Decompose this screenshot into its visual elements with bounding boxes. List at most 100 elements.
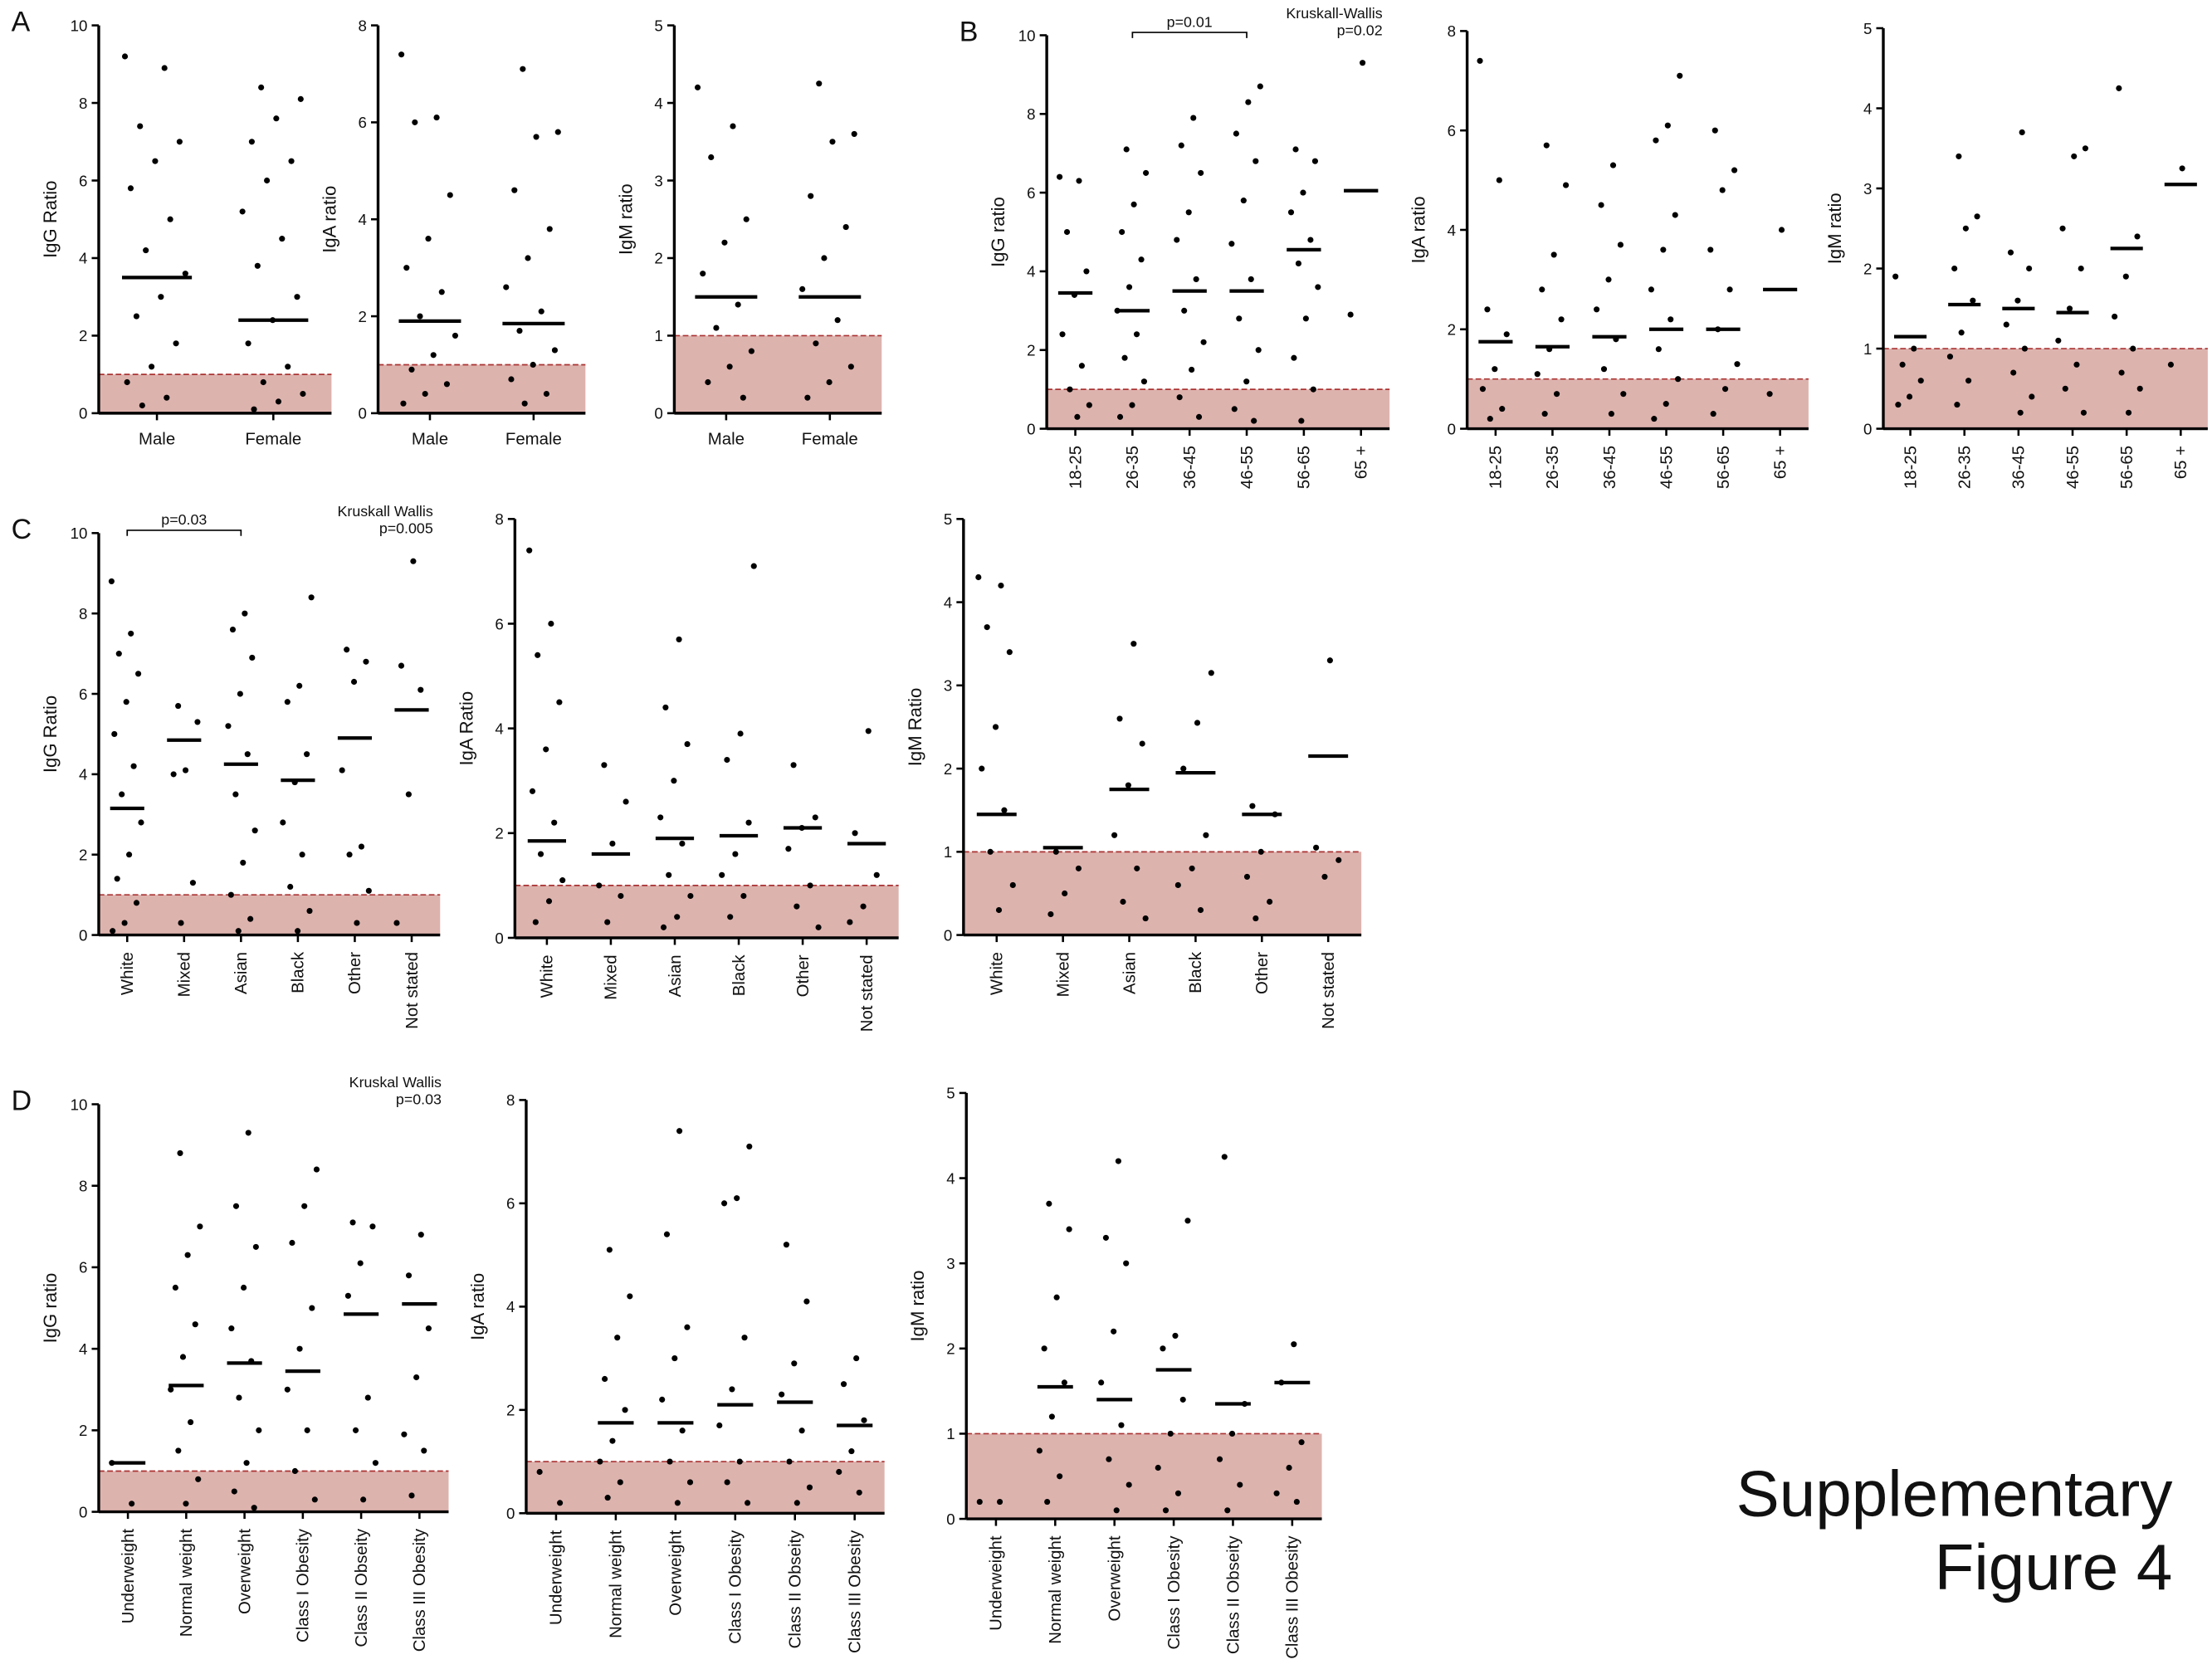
data-point — [1106, 1456, 1112, 1462]
data-point — [1113, 1507, 1120, 1514]
data-point — [177, 1149, 183, 1157]
y-tick-label: 2 — [79, 327, 87, 344]
x-tick-label: Mixed — [603, 954, 621, 999]
data-point — [1956, 153, 1962, 159]
y-tick-label: 6 — [495, 615, 503, 632]
data-point — [1245, 99, 1252, 105]
data-point — [364, 1394, 371, 1401]
data-point — [1267, 898, 1273, 905]
data-point — [1044, 1498, 1051, 1506]
x-tick-label: 18-25 — [1487, 446, 1506, 489]
y-tick-label: 1 — [946, 1425, 955, 1442]
panel-chart: 0 2 4 6 8 IgA ratio Male Female — [320, 17, 586, 448]
data-point — [413, 1374, 420, 1381]
data-point — [995, 906, 1003, 914]
data-point — [295, 928, 301, 935]
data-point — [546, 226, 553, 232]
data-point — [1052, 848, 1059, 855]
data-point — [720, 1200, 728, 1207]
data-point — [975, 573, 982, 581]
data-point — [2125, 409, 2132, 416]
data-point — [533, 134, 540, 140]
data-point — [821, 255, 828, 261]
data-point — [1487, 416, 1493, 422]
data-point — [1123, 146, 1130, 153]
data-point — [192, 1321, 198, 1328]
data-point — [734, 1195, 740, 1202]
x-tick-label: 65 + — [1353, 446, 1371, 479]
data-point — [2118, 369, 2125, 376]
x-tick-label: Normal weight — [178, 1529, 196, 1637]
x-tick-label: Not stated — [1320, 952, 1338, 1029]
data-point — [1041, 1345, 1047, 1352]
data-point — [556, 699, 563, 705]
data-point — [288, 158, 295, 164]
data-point — [1660, 246, 1667, 253]
data-point — [256, 1427, 262, 1433]
data-point — [520, 66, 526, 72]
y-tick-label: 6 — [79, 172, 87, 189]
data-point — [984, 624, 990, 631]
data-point — [1326, 657, 1333, 664]
data-point — [1180, 765, 1187, 772]
data-point — [1710, 411, 1716, 417]
data-point — [601, 762, 608, 769]
data-point — [687, 892, 694, 900]
x-tick-label: 56-65 — [1296, 446, 1314, 489]
data-point — [173, 340, 179, 347]
data-point — [1190, 115, 1197, 121]
data-point — [297, 95, 304, 102]
data-point — [422, 390, 428, 398]
threshold-band — [98, 374, 332, 413]
x-tick-label: White — [989, 952, 1007, 995]
data-point — [1292, 146, 1299, 153]
x-tick-label: White — [539, 954, 557, 998]
data-point — [793, 903, 800, 910]
y-tick-label: 2 — [79, 1422, 87, 1439]
data-point — [245, 340, 251, 347]
data-point — [713, 325, 720, 331]
data-point — [740, 892, 747, 900]
x-tick-label: Underweight — [988, 1535, 1006, 1631]
data-point — [1310, 386, 1316, 393]
data-point — [175, 1447, 182, 1454]
panel-chart: 0 2 4 6 8 10 IgG Ratio A Male Female — [12, 6, 332, 448]
data-point — [2021, 345, 2028, 352]
data-point — [730, 123, 736, 129]
x-tick-label: 26-35 — [1956, 446, 1975, 489]
y-tick-label: 0 — [1448, 420, 1456, 437]
y-tick-label: 4 — [1863, 100, 1872, 117]
y-tick-label: 8 — [79, 1178, 87, 1195]
test-annotation: p=0.005 — [379, 520, 433, 536]
data-point — [676, 636, 682, 642]
x-tick-label: 46-55 — [1658, 446, 1676, 489]
data-point — [2007, 249, 2014, 256]
y-tick-label: 5 — [946, 1085, 955, 1102]
data-point — [108, 578, 115, 584]
data-point — [354, 920, 360, 926]
data-point — [2136, 385, 2143, 392]
data-point — [1917, 378, 1924, 384]
data-point — [1558, 316, 1565, 323]
data-point — [1300, 189, 1306, 196]
panel-chart: 0 1 2 3 4 5 IgM ratio Male Female — [615, 17, 882, 448]
data-point — [729, 1386, 735, 1393]
data-point — [535, 652, 541, 658]
data-point — [1139, 740, 1145, 747]
panel-chart: 0 2 4 6 8 10 IgG ratio D Underweight Normal weigh… — [12, 1074, 449, 1652]
data-point — [197, 1223, 203, 1230]
data-point — [1243, 873, 1251, 880]
y-tick-label: 5 — [654, 17, 662, 34]
data-point — [700, 271, 706, 277]
y-tick-label: 2 — [654, 250, 662, 267]
y-tick-label: 4 — [79, 1340, 87, 1358]
data-point — [417, 313, 423, 320]
data-point — [357, 1260, 364, 1266]
data-point — [172, 1284, 178, 1291]
data-point — [1189, 865, 1195, 871]
data-point — [545, 898, 553, 905]
data-point — [530, 361, 536, 368]
data-point — [231, 1488, 237, 1495]
data-point — [1609, 162, 1617, 168]
data-point — [609, 840, 616, 847]
